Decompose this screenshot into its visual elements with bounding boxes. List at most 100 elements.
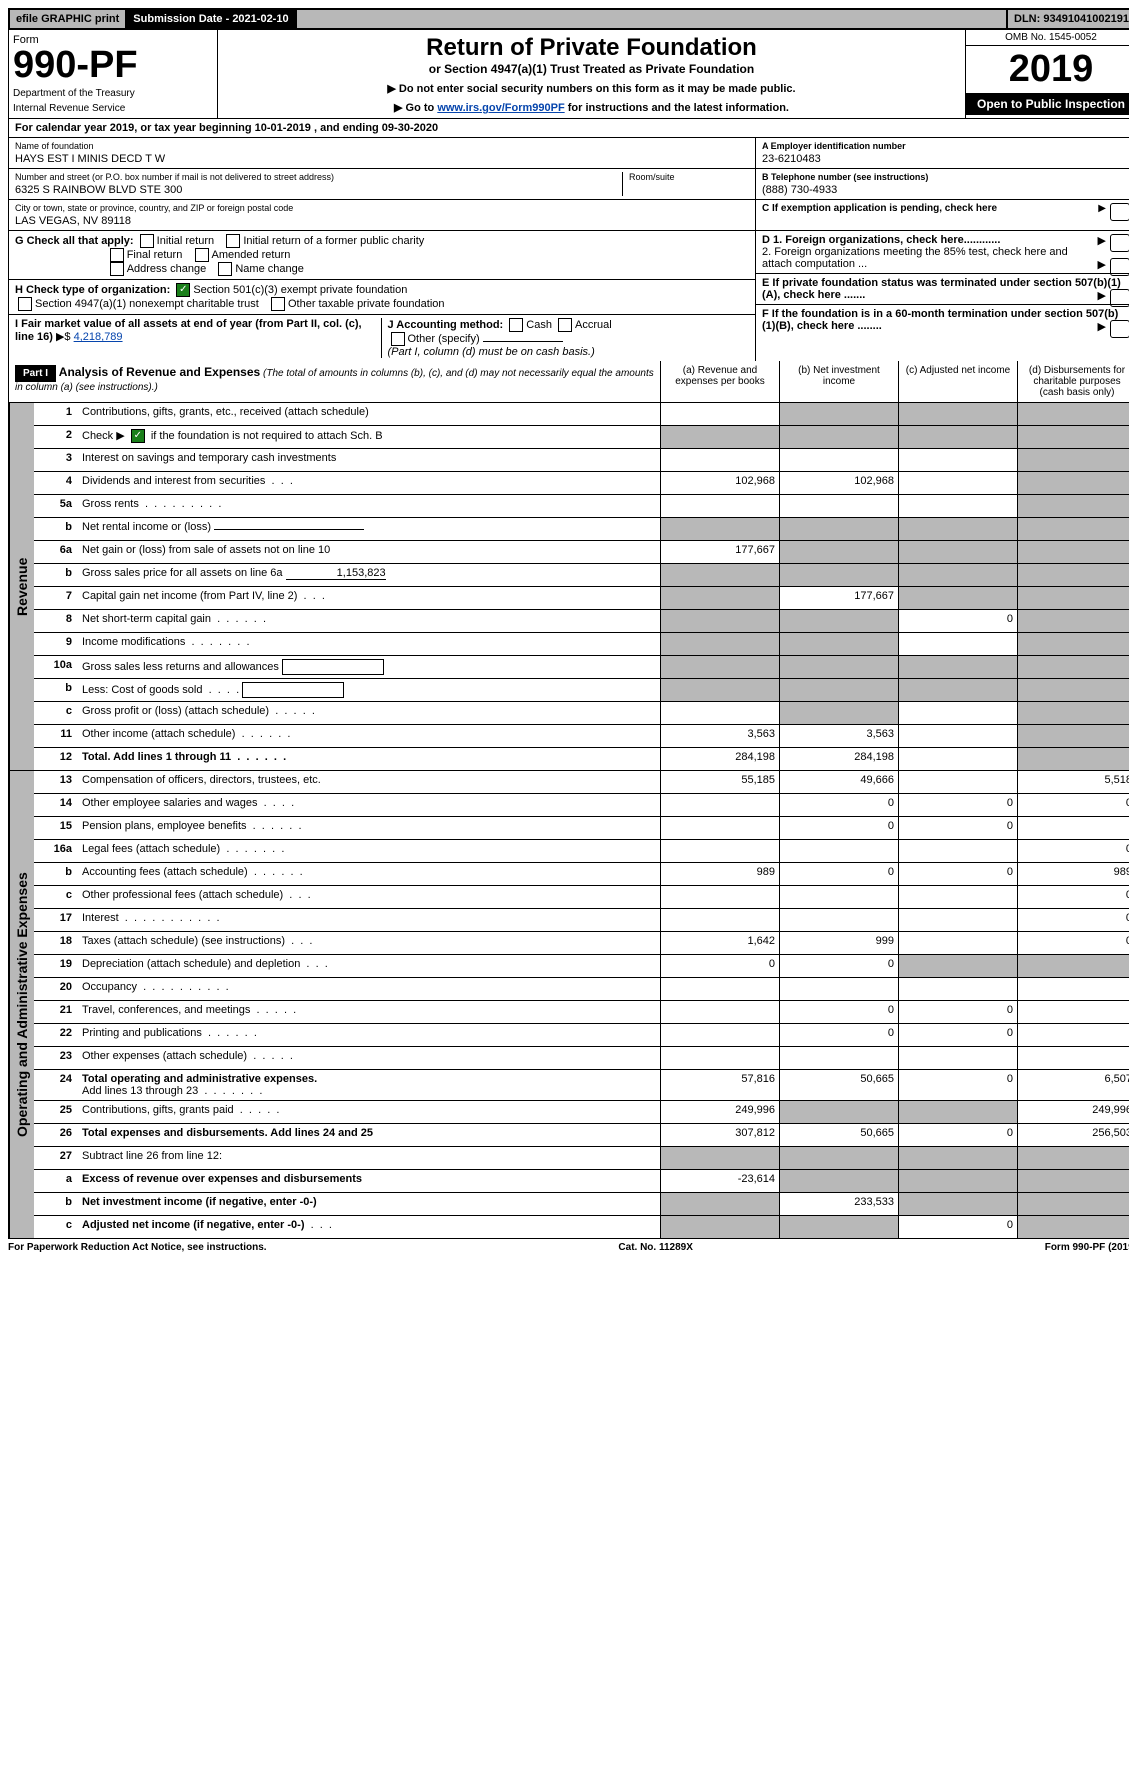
r22-b: 0 [779, 1024, 898, 1046]
h-opt-1: Section 501(c)(3) exempt private foundat… [193, 284, 407, 296]
c-label: C If exemption application is pending, c… [762, 203, 997, 214]
r7-b: 177,667 [779, 587, 898, 609]
d1-checkbox[interactable] [1110, 234, 1129, 252]
r24-d: 6,507 [1017, 1070, 1129, 1100]
g-row: G Check all that apply: Initial return I… [9, 231, 755, 280]
other-specify-input[interactable] [483, 341, 563, 342]
dept-line1: Department of the Treasury [13, 88, 213, 99]
row-14: 14Other employee salaries and wages . . … [34, 794, 1129, 817]
name-change-checkbox[interactable] [218, 262, 232, 276]
addr-label: Number and street (or P.O. box number if… [15, 172, 622, 182]
initial-former-checkbox[interactable] [226, 234, 240, 248]
city-label: City or town, state or province, country… [15, 203, 749, 213]
d2-checkbox[interactable] [1110, 258, 1129, 276]
fair-market-value[interactable]: 4,218,789 [74, 331, 123, 343]
c-cell: C If exemption application is pending, c… [756, 200, 1129, 217]
r27a-a: -23,614 [660, 1170, 779, 1192]
efile-label: efile GRAPHIC print [10, 10, 127, 28]
g-opt-5: Name change [235, 263, 304, 275]
c-checkbox[interactable] [1110, 203, 1129, 221]
r26-desc: Total expenses and disbursements. Add li… [78, 1124, 660, 1146]
form-number-col: Form 990-PF Department of the Treasury I… [9, 30, 218, 118]
irs-link[interactable]: www.irs.gov/Form990PF [437, 102, 564, 114]
omb-number: OMB No. 1545-0052 [966, 30, 1129, 46]
r16b-a: 989 [660, 863, 779, 885]
g-opt-3: Amended return [212, 249, 291, 261]
expenses-section: Operating and Administrative Expenses 13… [8, 771, 1129, 1239]
amended-checkbox[interactable] [195, 248, 209, 262]
footer-right: Form 990-PF (2019) [1045, 1242, 1129, 1253]
r14-c: 0 [898, 794, 1017, 816]
address-change-checkbox[interactable] [110, 262, 124, 276]
r17-d: 0 [1017, 909, 1129, 931]
r26-a: 307,812 [660, 1124, 779, 1146]
city: LAS VEGAS, NV 89118 [15, 215, 749, 227]
r26-b: 50,665 [779, 1124, 898, 1146]
r16b-d: 989 [1017, 863, 1129, 885]
r22-desc: Printing and publications . . . . . . [78, 1024, 660, 1046]
expenses-table: 13Compensation of officers, directors, t… [34, 771, 1129, 1238]
other-taxable-checkbox[interactable] [271, 297, 285, 311]
g-opt-2: Final return [127, 249, 183, 261]
instr2-post: for instructions and the latest informat… [565, 102, 789, 114]
r14-b: 0 [779, 794, 898, 816]
row-16b: bAccounting fees (attach schedule) . . .… [34, 863, 1129, 886]
row-23: 23Other expenses (attach schedule) . . .… [34, 1047, 1129, 1070]
row-19: 19Depreciation (attach schedule) and dep… [34, 955, 1129, 978]
r23-desc: Other expenses (attach schedule) . . . .… [78, 1047, 660, 1069]
instruction-1: ▶ Do not enter social security numbers o… [222, 82, 961, 95]
row-27: 27Subtract line 26 from line 12: [34, 1147, 1129, 1170]
dln: DLN: 93491041002191 [1008, 10, 1129, 28]
r5b-desc: Net rental income or (loss) [78, 518, 660, 540]
4947-checkbox[interactable] [18, 297, 32, 311]
row-6a: 6aNet gain or (loss) from sale of assets… [34, 541, 1129, 564]
foundation-name-cell: Name of foundation HAYS EST I MINIS DECD… [9, 138, 755, 169]
j-note: (Part I, column (d) must be on cash basi… [388, 346, 595, 358]
tax-year: 2019 [966, 46, 1129, 93]
row-17: 17Interest . . . . . . . . . . .0 [34, 909, 1129, 932]
left-checks: G Check all that apply: Initial return I… [9, 231, 755, 361]
accrual-checkbox[interactable] [558, 318, 572, 332]
e-checkbox[interactable] [1110, 289, 1129, 307]
r6a-desc: Net gain or (loss) from sale of assets n… [78, 541, 660, 563]
ein-cell: A Employer identification number 23-6210… [756, 138, 1129, 169]
expenses-sidebar: Operating and Administrative Expenses [9, 771, 34, 1238]
col-c-header: (c) Adjusted net income [898, 361, 1017, 402]
revenue-sidebar: Revenue [9, 403, 34, 770]
row-8: 8Net short-term capital gain . . . . . .… [34, 610, 1129, 633]
r24-desc: Total operating and administrative expen… [78, 1070, 660, 1100]
row-6b: bGross sales price for all assets on lin… [34, 564, 1129, 587]
r4-b: 102,968 [779, 472, 898, 494]
e-row: E If private foundation status was termi… [756, 274, 1129, 305]
col-d-header: (d) Disbursements for charitable purpose… [1017, 361, 1129, 402]
row-25: 25Contributions, gifts, grants paid . . … [34, 1101, 1129, 1124]
checks-section: G Check all that apply: Initial return I… [8, 231, 1129, 361]
form-header-row: Form 990-PF Department of the Treasury I… [8, 30, 1129, 119]
cash-checkbox[interactable] [509, 318, 523, 332]
form-number: 990-PF [13, 46, 213, 84]
telephone: (888) 730-4933 [762, 184, 1129, 196]
right-col: OMB No. 1545-0052 2019 Open to Public In… [965, 30, 1129, 118]
f-checkbox[interactable] [1110, 320, 1129, 338]
r10c-desc: Gross profit or (loss) (attach schedule)… [78, 702, 660, 724]
r13-desc: Compensation of officers, directors, tru… [78, 771, 660, 793]
r6b-val: 1,153,823 [286, 567, 386, 580]
r9-desc: Income modifications . . . . . . . [78, 633, 660, 655]
final-return-checkbox[interactable] [110, 248, 124, 262]
row-7: 7Capital gain net income (from Part IV, … [34, 587, 1129, 610]
r27b-desc: Net investment income (if negative, ente… [78, 1193, 660, 1215]
r11-a: 3,563 [660, 725, 779, 747]
row-16c: cOther professional fees (attach schedul… [34, 886, 1129, 909]
r16c-d: 0 [1017, 886, 1129, 908]
initial-return-checkbox[interactable] [140, 234, 154, 248]
row-5a: 5aGross rents . . . . . . . . . [34, 495, 1129, 518]
revenue-section: Revenue 1Contributions, gifts, grants, e… [8, 403, 1129, 771]
501c3-checkbox[interactable] [176, 283, 190, 297]
r24-c: 0 [898, 1070, 1017, 1100]
r13-d: 5,518 [1017, 771, 1129, 793]
sch-b-checkbox[interactable] [131, 429, 145, 443]
calendar-row: For calendar year 2019, or tax year begi… [8, 119, 1129, 138]
r24-b-val: 50,665 [779, 1070, 898, 1100]
other-method-checkbox[interactable] [391, 332, 405, 346]
r21-desc: Travel, conferences, and meetings . . . … [78, 1001, 660, 1023]
